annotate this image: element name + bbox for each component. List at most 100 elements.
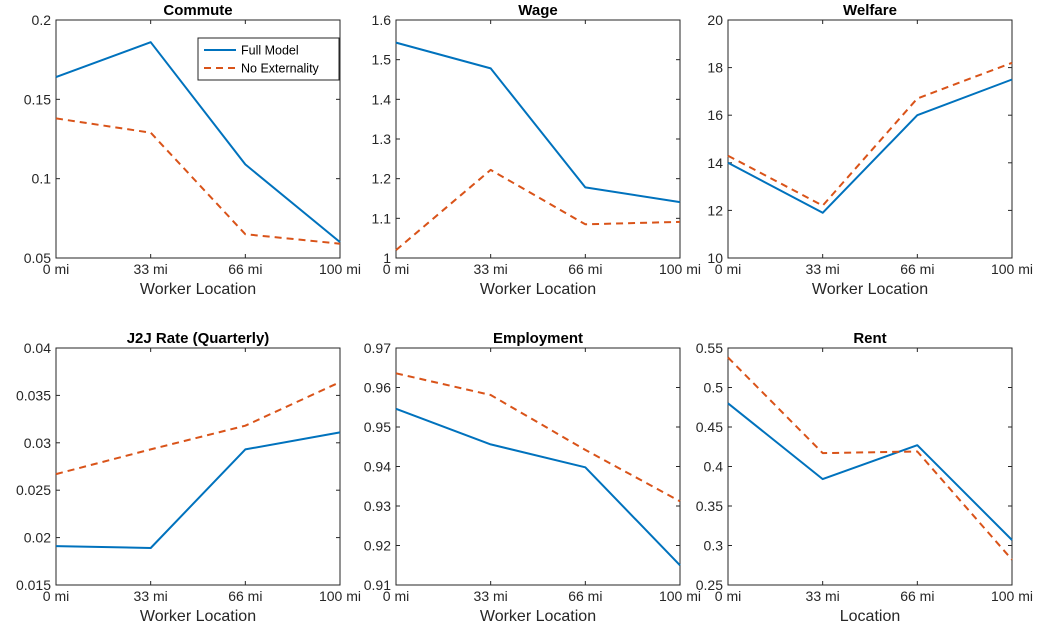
- chart-title: J2J Rate (Quarterly): [127, 330, 270, 347]
- x-tick-label: 100 mi: [659, 588, 701, 604]
- series-line-full-model: [55, 431, 341, 549]
- legend-box: [197, 37, 340, 81]
- x-tick-label: 0 mi: [43, 588, 69, 604]
- y-tick-label: 0.35: [696, 498, 723, 514]
- legend-label-full-model: Full Model: [241, 44, 299, 58]
- x-axis-label: Worker Location: [140, 281, 256, 298]
- y-tick-label: 20: [707, 12, 723, 28]
- x-tick-label: 100 mi: [319, 261, 361, 277]
- y-tick-label: 1.6: [372, 12, 392, 28]
- axes-box: [395, 347, 681, 586]
- y-tick-label: 0.2: [32, 12, 52, 28]
- panel-4: 0.91 0.92 0.93 0.94 0.95 0.96 0.97 0 mi 33 mi 66 …: [364, 330, 701, 625]
- series-line-full-model: [395, 41, 681, 204]
- y-tick-label: 1.4: [372, 91, 392, 107]
- x-tick-label: 33 mi: [474, 588, 508, 604]
- x-tick-label: 66 mi: [228, 588, 262, 604]
- y-tick-label: 10: [707, 250, 723, 266]
- x-tick-label: 100 mi: [659, 261, 701, 277]
- y-tick-label: 0.55: [696, 340, 723, 356]
- series-line-no-externality: [727, 356, 1013, 561]
- y-tick-label: 0.91: [364, 577, 391, 593]
- series-line-full-model: [727, 78, 1013, 214]
- x-tick-label: 33 mi: [806, 261, 840, 277]
- y-tick-label: 12: [707, 202, 723, 218]
- y-tick-label: 0.015: [16, 577, 51, 593]
- series-line-no-externality: [395, 168, 681, 251]
- x-tick-label: 100 mi: [991, 261, 1033, 277]
- y-tick-label: 0.05: [24, 250, 51, 266]
- series-line-no-externality: [55, 117, 341, 245]
- series-line-no-externality: [727, 61, 1013, 207]
- y-tick-label: 0.25: [696, 577, 723, 593]
- y-tick-label: 1.5: [372, 52, 392, 68]
- y-tick-label: 0.93: [364, 498, 391, 514]
- y-tick-label: 0.45: [696, 419, 723, 435]
- axes-box: [395, 19, 681, 259]
- x-tick-label: 66 mi: [228, 261, 262, 277]
- x-tick-label: 0 mi: [715, 261, 741, 277]
- axes-box: [55, 347, 341, 586]
- x-tick-label: 33 mi: [134, 588, 168, 604]
- chart-title: Rent: [853, 330, 886, 347]
- y-tick-label: 0.15: [24, 91, 51, 107]
- series-line-full-model: [55, 41, 341, 243]
- x-axis-label: Worker Location: [480, 608, 596, 625]
- axes-box: [727, 347, 1013, 586]
- y-tick-label: 0.92: [364, 538, 391, 554]
- x-tick-label: 0 mi: [43, 261, 69, 277]
- x-tick-label: 66 mi: [568, 261, 602, 277]
- x-tick-label: 100 mi: [991, 588, 1033, 604]
- x-axis-label: Worker Location: [140, 608, 256, 625]
- x-tick-label: 0 mi: [715, 588, 741, 604]
- x-axis-label: Worker Location: [812, 281, 928, 298]
- legend-label-no-externality: No Externality: [241, 62, 320, 76]
- y-tick-label: 1.1: [372, 210, 392, 226]
- x-tick-label: 33 mi: [474, 261, 508, 277]
- x-axis-label: Location: [840, 608, 901, 625]
- legend: Full Model No Externality: [197, 37, 340, 81]
- y-tick-label: 0.025: [16, 482, 51, 498]
- x-axis-label: Worker Location: [480, 281, 596, 298]
- series-line-no-externality: [395, 372, 681, 503]
- x-tick-label: 66 mi: [900, 261, 934, 277]
- chart-title: Commute: [163, 2, 232, 19]
- y-tick-label: 0.04: [24, 340, 51, 356]
- panel-3: 0.015 0.02 0.025 0.03 0.035 0.04 0 mi 33 mi 66 m…: [16, 330, 361, 625]
- y-tick-label: 0.1: [32, 171, 52, 187]
- series-line-no-externality: [55, 381, 341, 476]
- y-tick-label: 0.96: [364, 380, 391, 396]
- y-tick-label: 1.3: [372, 131, 392, 147]
- y-tick-label: 0.94: [364, 459, 391, 475]
- y-tick-label: 0.035: [16, 387, 51, 403]
- y-tick-label: 1: [383, 250, 391, 266]
- x-tick-label: 66 mi: [900, 588, 934, 604]
- x-tick-label: 0 mi: [383, 261, 409, 277]
- panel-5: 0.25 0.3 0.35 0.4 0.45 0.5 0.55 0 mi 33 mi 66 mi 1…: [696, 330, 1033, 625]
- y-tick-label: 0.97: [364, 340, 391, 356]
- y-tick-label: 16: [707, 107, 723, 123]
- x-tick-label: 0 mi: [383, 588, 409, 604]
- panel-2: 10 12 14 16 18 20 0 mi 33 mi 66 mi 100 mi Welfare W…: [707, 2, 1033, 298]
- y-tick-label: 0.5: [704, 380, 724, 396]
- y-tick-label: 14: [707, 155, 723, 171]
- chart-title: Wage: [518, 2, 557, 19]
- axes-box: [727, 19, 1013, 259]
- series-line-full-model: [727, 402, 1013, 541]
- panel-1: 1 1.1 1.2 1.3 1.4 1.5 1.6 0 mi 33 mi 66 mi 100 mi W…: [372, 2, 701, 298]
- x-tick-label: 33 mi: [134, 261, 168, 277]
- chart-title: Welfare: [843, 2, 897, 19]
- y-tick-label: 0.4: [704, 459, 724, 475]
- x-tick-label: 100 mi: [319, 588, 361, 604]
- y-tick-label: 0.02: [24, 530, 51, 546]
- series-line-full-model: [395, 407, 681, 566]
- y-tick-label: 0.03: [24, 435, 51, 451]
- x-tick-label: 33 mi: [806, 588, 840, 604]
- x-tick-label: 66 mi: [568, 588, 602, 604]
- y-tick-label: 0.3: [704, 538, 724, 554]
- y-tick-label: 18: [707, 60, 723, 76]
- chart-title: Employment: [493, 330, 583, 347]
- y-tick-label: 0.95: [364, 419, 391, 435]
- y-tick-label: 1.2: [372, 171, 392, 187]
